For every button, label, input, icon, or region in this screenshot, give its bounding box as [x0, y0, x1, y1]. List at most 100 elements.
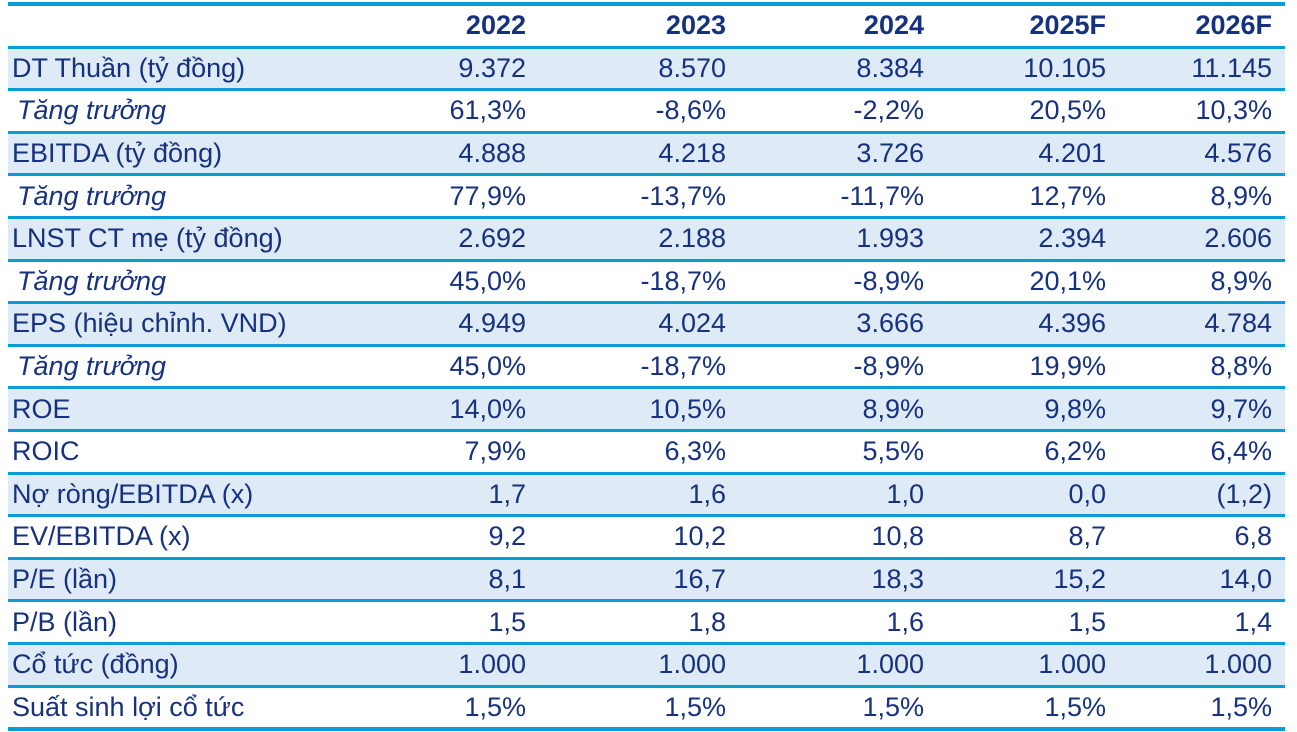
- table-row: P/B (lần) 1,5 1,8 1,6 1,5 1,4: [8, 601, 1285, 644]
- table-row: EBITDA (tỷ đồng) 4.888 4.218 3.726 4.201 4.57…: [8, 132, 1285, 175]
- row-label: Cổ tức (đồng): [12, 649, 179, 680]
- table-row: Tăng trưởng 45,0% -18,7% -8,9% 19,9% 8,8%: [8, 345, 1285, 388]
- row-label: Suất sinh lợi cổ tức: [12, 691, 245, 722]
- cell-value: -18,7%: [640, 351, 726, 382]
- cell-value: -13,7%: [640, 180, 726, 211]
- cell-value: 6,3%: [664, 436, 726, 467]
- cell-value: 45,0%: [449, 351, 526, 382]
- column-header-2025f: 2025F: [1029, 10, 1106, 41]
- cell-value: 8,9%: [1210, 265, 1272, 296]
- column-header-2024: 2024: [863, 10, 924, 41]
- row-label: Tăng trưởng: [17, 351, 167, 382]
- cell-value: 10,2: [673, 521, 726, 552]
- cell-value: 18,3: [871, 564, 924, 595]
- cell-value: 8,7: [1068, 521, 1106, 552]
- cell-value: (1,2): [1216, 478, 1272, 509]
- cell-value: 3.726: [856, 138, 924, 169]
- cell-value: 11.145: [1191, 52, 1272, 83]
- cell-value: 10.105: [1023, 52, 1106, 83]
- cell-value: 16,7: [673, 564, 726, 595]
- header-row: 2022 2023 2024 2025F 2026F: [8, 4, 1285, 48]
- cell-value: 10,3%: [1195, 95, 1272, 126]
- corner-header-cell: [8, 4, 346, 47]
- cell-value: 1,4: [1234, 606, 1272, 637]
- table-row: Suất sinh lợi cổ tức 1,5% 1,5% 1,5% 1,5% 1,5%: [8, 686, 1285, 730]
- cell-value: 1.000: [1204, 649, 1272, 680]
- cell-value: 6,4%: [1210, 436, 1272, 467]
- cell-value: 9,2: [488, 521, 526, 552]
- cell-value: 1.993: [856, 223, 924, 254]
- row-label: EV/EBITDA (x): [12, 521, 191, 552]
- cell-value: -8,9%: [853, 265, 924, 296]
- cell-value: 8,9%: [1210, 180, 1272, 211]
- cell-value: 7,9%: [464, 436, 526, 467]
- cell-value: 1,5: [1068, 606, 1106, 637]
- cell-value: 20,1%: [1029, 265, 1106, 296]
- table-row: EV/EBITDA (x) 9,2 10,2 10,8 8,7 6,8: [8, 516, 1285, 559]
- cell-value: 15,2: [1053, 564, 1106, 595]
- cell-value: 9,8%: [1044, 393, 1106, 424]
- table-row: P/E (lần) 8,1 16,7 18,3 15,2 14,0: [8, 558, 1285, 601]
- cell-value: 8.570: [658, 52, 726, 83]
- cell-value: -11,7%: [840, 180, 924, 211]
- cell-value: 2.188: [658, 223, 726, 254]
- cell-value: 2.394: [1038, 223, 1106, 254]
- cell-value: 2.606: [1204, 223, 1272, 254]
- table-row: EPS (hiệu chỉnh. VND) 4.949 4.024 3.666 4.39…: [8, 302, 1285, 346]
- cell-value: 4.396: [1038, 308, 1106, 339]
- row-label: P/B (lần): [12, 606, 118, 637]
- cell-value: 1,5%: [1210, 691, 1272, 722]
- cell-value: 61,3%: [449, 95, 526, 126]
- table-row: DT Thuần (tỷ đồng) 9.372 8.570 8.384 10.105 1…: [8, 47, 1285, 90]
- cell-value: 4.024: [658, 308, 726, 339]
- cell-value: 3.666: [856, 308, 924, 339]
- cell-value: 1,5: [488, 606, 526, 637]
- cell-value: 19,9%: [1029, 351, 1106, 382]
- cell-value: 4.949: [458, 308, 526, 339]
- cell-value: 0,0: [1068, 478, 1106, 509]
- cell-value: -2,2%: [853, 95, 924, 126]
- row-label: DT Thuần (tỷ đồng): [12, 52, 246, 83]
- cell-value: 10,8: [871, 521, 924, 552]
- cell-value: 4.201: [1038, 138, 1106, 169]
- cell-value: 10,5%: [649, 393, 726, 424]
- cell-value: 6,8: [1234, 521, 1272, 552]
- cell-value: -18,7%: [640, 265, 726, 296]
- cell-value: 1.000: [458, 649, 526, 680]
- cell-value: 14,0%: [449, 393, 526, 424]
- cell-value: 9.372: [458, 52, 526, 83]
- cell-value: 8,9%: [862, 393, 924, 424]
- cell-value: 1,6: [688, 478, 726, 509]
- cell-value: -8,9%: [853, 351, 924, 382]
- column-header-2026f: 2026F: [1195, 10, 1272, 41]
- row-label: Tăng trưởng: [17, 265, 167, 296]
- cell-value: 20,5%: [1029, 95, 1106, 126]
- cell-value: 1,5%: [862, 691, 924, 722]
- cell-value: 14,0: [1219, 564, 1272, 595]
- cell-value: 1,5%: [464, 691, 526, 722]
- cell-value: 1,0: [886, 478, 924, 509]
- cell-value: 1,5%: [1044, 691, 1106, 722]
- cell-value: 6,2%: [1044, 436, 1106, 467]
- table-row: Tăng trưởng 61,3% -8,6% -2,2% 20,5% 10,3%: [8, 90, 1285, 133]
- table-row: Cổ tức (đồng) 1.000 1.000 1.000 1.000 1.000: [8, 643, 1285, 686]
- cell-value: 8,8%: [1210, 351, 1272, 382]
- table-row: ROIC 7,9% 6,3% 5,5% 6,2% 6,4%: [8, 430, 1285, 474]
- cell-value: 1.000: [1038, 649, 1106, 680]
- cell-value: 2.692: [458, 223, 526, 254]
- row-label: Tăng trưởng: [17, 95, 167, 126]
- table-row: Tăng trưởng 45,0% -18,7% -8,9% 20,1% 8,9%: [8, 260, 1285, 303]
- row-label: ROE: [12, 393, 71, 424]
- column-header-2022: 2022: [465, 10, 526, 41]
- row-label: EPS (hiệu chỉnh. VND): [12, 308, 287, 339]
- cell-value: 77,9%: [449, 180, 526, 211]
- row-label: ROIC: [12, 436, 80, 467]
- table-row: LNST CT mẹ (tỷ đồng) 2.692 2.188 1.993 2.394…: [8, 217, 1285, 261]
- cell-value: 1.000: [658, 649, 726, 680]
- row-label: EBITDA (tỷ đồng): [12, 138, 223, 169]
- row-label: LNST CT mẹ (tỷ đồng): [12, 223, 283, 254]
- cell-value: 5,5%: [862, 436, 924, 467]
- cell-value: 12,7%: [1029, 180, 1106, 211]
- table-row: Tăng trưởng 77,9% -13,7% -11,7% 12,7% 8,9%: [8, 175, 1285, 218]
- table-row: Nợ ròng/EBITDA (x) 1,7 1,6 1,0 0,0 (1,2): [8, 473, 1285, 516]
